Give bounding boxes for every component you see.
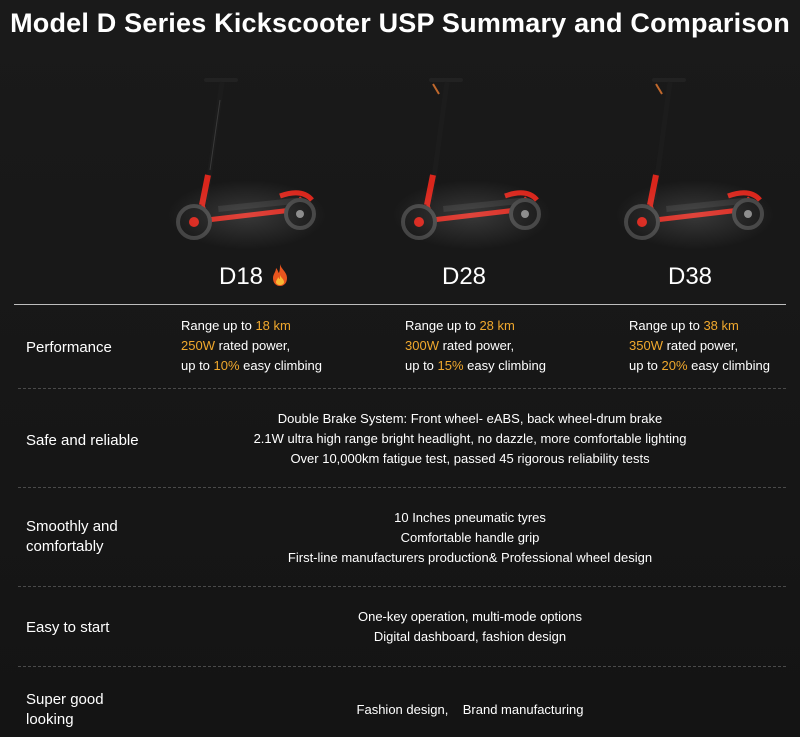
feature-line: Comfortable handle grip bbox=[400, 530, 540, 545]
scooter-image-d28 bbox=[387, 70, 557, 250]
feature-line: Digital dashboard, fashion design bbox=[373, 629, 567, 644]
model-name-d38: D38 bbox=[667, 263, 713, 290]
row-label-smooth: Smoothly and comfortably bbox=[26, 518, 118, 555]
model-name-d18: D18 bbox=[154, 263, 354, 294]
row-divider bbox=[18, 586, 786, 587]
row-divider bbox=[18, 487, 786, 488]
feature-line: Double Brake System: Front wheel- eABS, … bbox=[277, 411, 663, 426]
model-name-d28: D28 bbox=[441, 263, 487, 290]
row-label-safe: Safe and reliable bbox=[26, 432, 139, 449]
row-divider bbox=[18, 388, 786, 389]
feature-line: Over 10,000km fatigue test, passed 45 ri… bbox=[290, 451, 650, 466]
scooter-image-d18 bbox=[162, 70, 332, 250]
scooter-image-d38 bbox=[610, 70, 780, 250]
row-label-performance: Performance bbox=[26, 339, 112, 356]
scooter-graphic bbox=[401, 78, 541, 240]
page-title: Model D Series Kickscooter USP Summary a… bbox=[10, 8, 790, 38]
scooter-graphic bbox=[176, 78, 316, 240]
looking-features: Fashion design, Brand manufacturing bbox=[356, 702, 584, 717]
fire-icon bbox=[271, 263, 289, 294]
model-name-label: D18 bbox=[218, 263, 264, 290]
header-divider bbox=[14, 304, 786, 305]
feature-line: 10 Inches pneumatic tyres bbox=[394, 510, 546, 525]
safe-features: Double Brake System: Front wheel- eABS, … bbox=[160, 409, 780, 469]
performance-d18: Range up to 18 km 250W rated power, up t… bbox=[181, 318, 322, 373]
feature-line: One-key operation, multi-mode options bbox=[357, 609, 582, 624]
performance-d28: Range up to 28 km 300W rated power, up t… bbox=[405, 318, 546, 373]
smooth-features: 10 Inches pneumatic tyres Comfortable ha… bbox=[160, 508, 780, 568]
performance-d38: Range up to 38 km 350W rated power, up t… bbox=[629, 318, 770, 373]
row-label-easy: Easy to start bbox=[26, 619, 110, 636]
row-label-looking: Super good looking bbox=[26, 691, 104, 728]
scooter-graphic bbox=[624, 78, 764, 240]
easy-features: One-key operation, multi-mode options Di… bbox=[160, 607, 780, 647]
row-divider bbox=[18, 666, 786, 667]
feature-line: 2.1W ultra high range bright headlight, … bbox=[253, 431, 687, 446]
feature-line: First-line manufacturers production& Pro… bbox=[287, 550, 653, 565]
